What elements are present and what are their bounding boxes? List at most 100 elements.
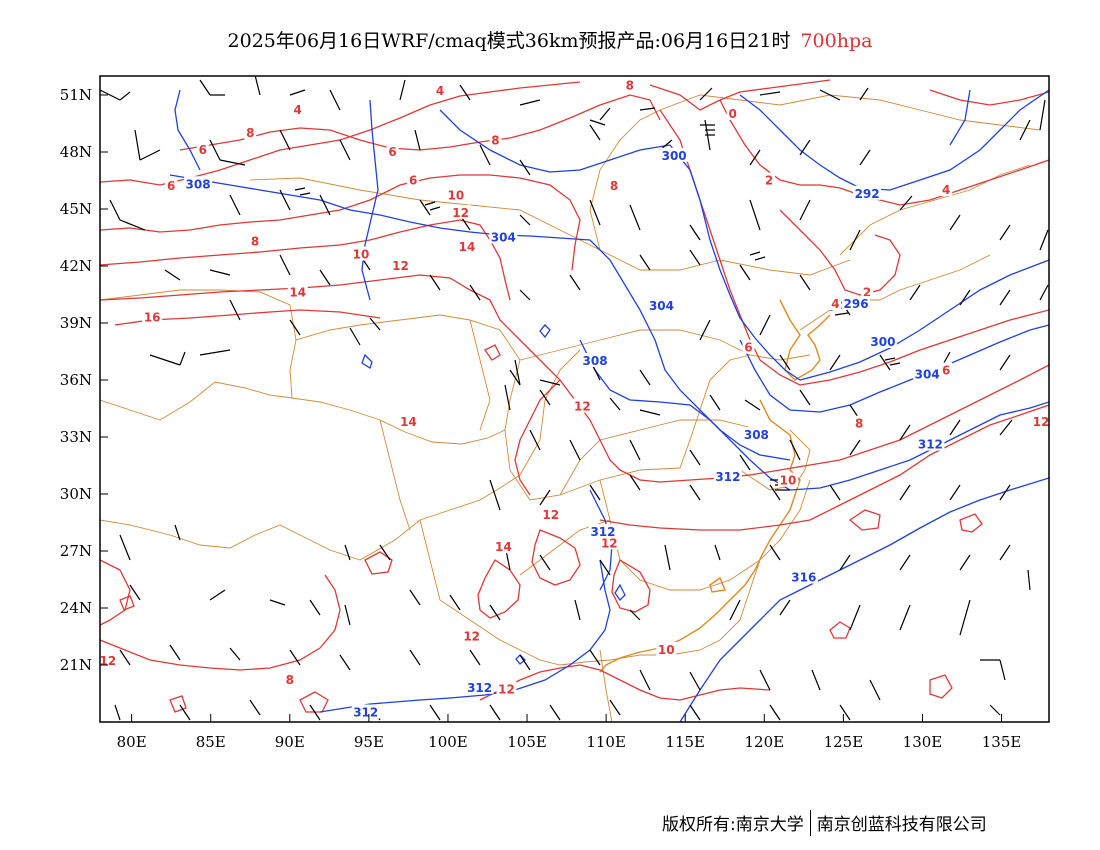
temperature-label: 8 [251, 234, 259, 248]
temperature-label-bg [445, 187, 466, 202]
temperature-label-bg [608, 178, 621, 193]
temperature-label: 12 [601, 536, 618, 550]
height-label-bg [853, 185, 882, 200]
lon-tick-label: 105E [507, 733, 547, 751]
temperature-label-bg [540, 506, 561, 521]
temperature-label: 6 [199, 143, 207, 157]
height-label: 308 [744, 428, 769, 442]
temperature-label: 2 [863, 286, 871, 300]
temperature-contours [100, 79, 1049, 713]
height-label: 312 [467, 681, 492, 695]
temperature-label-bg [196, 142, 209, 157]
temperature-label: 12 [542, 508, 559, 522]
temperature-label: 14 [459, 240, 476, 254]
temperature-label-bg [496, 681, 517, 696]
temperature-label: 12 [498, 683, 515, 697]
lat-tick-label: 39N [60, 314, 92, 332]
copyright-company: 南京创蓝科技有限公司 [816, 815, 987, 835]
temperature-label: 4 [942, 183, 950, 197]
height-label-bg [868, 334, 897, 348]
height-contour-labels: 300 308 304 292 304 296 300 308 304 308 312 312 312 3… [184, 147, 945, 720]
boundary-lines [100, 94, 1041, 722]
temperature-label: 14 [400, 415, 417, 429]
temperature-label-bg [390, 258, 411, 272]
temperature-label: 6 [388, 145, 396, 159]
wind-barbs [100, 76, 1049, 721]
lat-tick-label: 27N [60, 542, 92, 560]
temperature-label-bg [100, 653, 118, 668]
temperature-label: 8 [610, 179, 618, 193]
temperature-label-bg [287, 284, 308, 299]
temperature-label: 14 [289, 286, 306, 300]
height-label-bg [489, 229, 518, 244]
temperature-label-bg [940, 362, 953, 377]
temperature-label: 12 [100, 654, 117, 668]
temperature-label-bg [726, 106, 739, 120]
temperature-label: 4 [294, 103, 302, 117]
lat-tick-label: 30N [60, 485, 92, 503]
temperature-label: 10 [448, 189, 465, 203]
temperature-label-bg [350, 246, 371, 261]
temperature-label-bg [407, 172, 420, 187]
lon-tick-label: 110E [586, 733, 626, 751]
temperature-label-bg [829, 296, 842, 310]
temperature-label: 6 [744, 341, 752, 355]
temperature-label: 12 [392, 259, 409, 273]
temperature-label: 12 [574, 400, 591, 414]
temperature-label: 8 [855, 417, 863, 431]
temperature-label: 4 [436, 84, 444, 98]
height-label: 304 [649, 299, 674, 313]
temperature-label: 8 [286, 673, 294, 687]
lat-tick-label: 48N [60, 143, 92, 161]
temperature-label-bg [1031, 413, 1049, 428]
temperature-label-bg [861, 284, 874, 299]
lon-tick-label: 130E [903, 733, 943, 751]
lat-tick-label: 42N [60, 257, 92, 275]
temperature-label: 6 [409, 174, 417, 188]
temperature-contour-labels: 4 4 8 0 8 6 6 8 6 6 10 8 12 2 4 8 10 14 12 14 4 2 16 6 6 14 12 8 12 1… [100, 77, 1050, 697]
height-label-bg [916, 436, 945, 451]
temperature-label: 12 [1033, 415, 1050, 429]
height-label: 300 [870, 335, 895, 349]
temperature-label: 16 [144, 310, 161, 324]
temperature-label: 12 [463, 630, 480, 644]
height-label-bg [351, 704, 380, 719]
lon-tick-label: 135E [982, 733, 1022, 751]
lat-tick-label: 36N [60, 371, 92, 389]
height-label-bg [842, 296, 871, 310]
copyright-footer: 版权所有:南京大学 南京创蓝科技有限公司 [662, 810, 987, 838]
temperature-label-bg [778, 472, 799, 487]
temperature-label-bg [763, 172, 776, 187]
height-label-bg [465, 679, 494, 694]
lat-tick-label: 45N [60, 200, 92, 218]
height-label: 300 [662, 149, 687, 163]
height-label-bg [713, 468, 742, 483]
temperature-label-bg [940, 182, 953, 196]
lon-tick-label: 90E [275, 733, 305, 751]
title-level: 700hpa [800, 30, 873, 52]
lon-tick-label: 115E [665, 733, 705, 751]
height-label: 308 [186, 177, 211, 191]
height-label: 312 [590, 525, 615, 539]
temperature-label-bg [853, 415, 866, 430]
height-label-bg [581, 353, 610, 367]
lon-tick-label: 120E [745, 733, 785, 751]
temperature-label: 14 [495, 540, 512, 554]
longitude-axis: 80E 85E 90E 95E 100E 105E 110E 115E 120E 125E 130E… [117, 714, 1022, 751]
copyright-owner: 版权所有:南京大学 [662, 815, 804, 835]
temperature-label: 10 [658, 643, 675, 657]
temperature-label-bg [656, 641, 677, 656]
latitude-axis: 51N 48N 45N 42N 39N 36N 33N 30N 27N 24N 21N [60, 86, 108, 674]
temperature-label: 0 [728, 107, 736, 121]
temperature-label-bg [572, 398, 593, 413]
temperature-label-bg [456, 239, 477, 253]
height-label: 312 [715, 470, 740, 484]
lon-tick-label: 85E [196, 733, 226, 751]
height-label: 304 [915, 367, 940, 381]
temperature-label-bg [450, 204, 471, 219]
temperature-label-bg [249, 233, 262, 248]
lon-tick-label: 125E [824, 733, 864, 751]
footer-separator [809, 810, 811, 836]
temperature-label-bg [283, 672, 296, 687]
temperature-label-bg [434, 83, 447, 98]
